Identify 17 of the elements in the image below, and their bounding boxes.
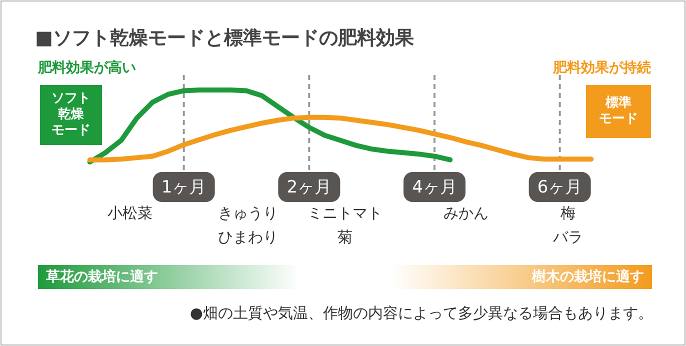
x-tick-label: 4ヶ月 xyxy=(412,178,457,198)
series-label: ソフト乾燥モード xyxy=(52,91,90,138)
x-tick-label: 6ヶ月 xyxy=(537,178,582,198)
text: 肥料効果が持続 xyxy=(552,60,651,76)
text: 小松菜 xyxy=(108,204,152,222)
text: 標準モード xyxy=(599,96,638,126)
x-tick-label: 2ヶ月 xyxy=(286,178,332,198)
text: 草花の栽培に適す xyxy=(45,268,158,285)
text: 樹木の栽培に適す xyxy=(531,268,644,285)
chart-title: ■ソフト乾燥モードと標準モードの肥料効果 xyxy=(35,27,415,49)
x-tick-label: 1ヶ月 xyxy=(161,178,206,198)
text: みかん xyxy=(444,204,488,222)
text: 梅バラ xyxy=(552,204,583,246)
text: 肥料効果が高い xyxy=(37,59,136,76)
text: きゅうりひまわり xyxy=(218,204,278,246)
text: ●畑の土質や気温、作物の内容によって多少異なる場合もあります。 xyxy=(190,304,653,322)
text: ミニトマト菊 xyxy=(308,204,382,246)
